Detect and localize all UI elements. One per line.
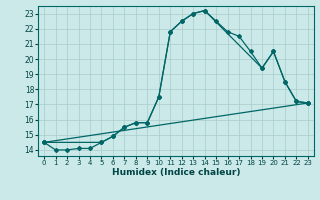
X-axis label: Humidex (Indice chaleur): Humidex (Indice chaleur) — [112, 168, 240, 177]
